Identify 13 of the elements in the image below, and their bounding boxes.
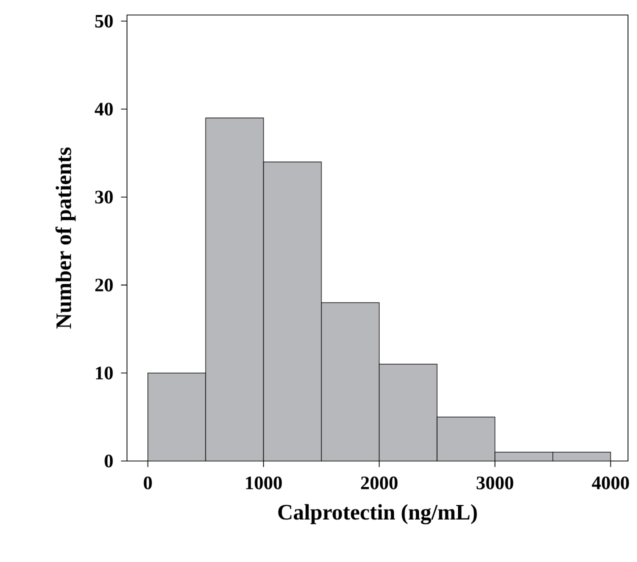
y-tick-label: 20: [95, 278, 113, 292]
x-tick-label: 1000: [246, 476, 282, 490]
y-tick-label: 50: [95, 14, 113, 28]
x-tick-label: 4000: [592, 476, 629, 490]
y-tick-label: 40: [94, 102, 113, 116]
x-tick-label: 3000: [476, 476, 514, 490]
x-axis-title: Calprotectin (ng/mL): [278, 504, 477, 524]
y-tick-label: 0: [104, 454, 113, 468]
x-tick-label: 2000: [361, 476, 398, 490]
x-tick-label: 0: [144, 476, 152, 490]
y-axis-title: Number of patients: [55, 147, 76, 329]
y-tick-label: 10: [96, 366, 113, 380]
y-tick-label: 30: [95, 190, 113, 204]
